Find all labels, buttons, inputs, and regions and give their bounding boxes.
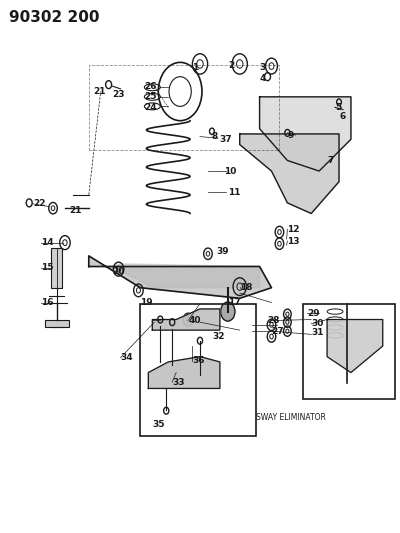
Text: 90302 200: 90302 200 — [9, 10, 100, 25]
Text: 40: 40 — [188, 316, 200, 325]
Bar — [51, 248, 62, 288]
Text: 3: 3 — [260, 63, 266, 72]
Polygon shape — [327, 319, 383, 373]
Text: 18: 18 — [240, 283, 252, 292]
Text: 27: 27 — [272, 327, 284, 336]
Text: 15: 15 — [41, 263, 54, 272]
Text: 24: 24 — [144, 103, 157, 112]
Text: 7: 7 — [327, 156, 334, 165]
Text: 31: 31 — [311, 328, 324, 337]
Polygon shape — [260, 97, 351, 171]
Text: 12: 12 — [287, 225, 300, 234]
Polygon shape — [148, 357, 220, 389]
Bar — [45, 319, 69, 327]
Text: 23: 23 — [113, 90, 125, 99]
Text: 21: 21 — [93, 87, 105, 96]
Text: 14: 14 — [41, 238, 54, 247]
Text: 16: 16 — [41, 298, 54, 307]
Text: 10: 10 — [224, 166, 236, 175]
Text: 1: 1 — [192, 63, 198, 72]
Text: 28: 28 — [268, 316, 280, 325]
Text: 34: 34 — [120, 353, 133, 362]
Text: 33: 33 — [172, 377, 185, 386]
Text: SWAY ELIMINATOR: SWAY ELIMINATOR — [256, 413, 326, 422]
Text: 30: 30 — [311, 319, 324, 328]
Text: 8: 8 — [212, 132, 218, 141]
Text: 26: 26 — [144, 82, 157, 91]
Text: 39: 39 — [216, 247, 228, 256]
Polygon shape — [152, 309, 220, 330]
Text: 2: 2 — [228, 61, 234, 69]
Text: 37: 37 — [220, 135, 232, 144]
Text: 5: 5 — [335, 103, 341, 112]
Text: 22: 22 — [33, 199, 46, 208]
Text: 17: 17 — [228, 298, 240, 307]
Text: 21: 21 — [69, 206, 82, 215]
Text: 11: 11 — [228, 188, 240, 197]
Text: 36: 36 — [192, 357, 204, 366]
Polygon shape — [89, 256, 272, 298]
Text: 25: 25 — [144, 92, 157, 101]
Polygon shape — [240, 134, 339, 214]
Text: 35: 35 — [152, 420, 165, 429]
Polygon shape — [113, 264, 260, 288]
Circle shape — [221, 302, 235, 321]
Text: 4: 4 — [260, 74, 266, 83]
Bar — [303, 304, 395, 399]
Text: 19: 19 — [140, 298, 153, 307]
Bar — [140, 304, 256, 436]
Text: 6: 6 — [339, 112, 345, 122]
Text: 29: 29 — [307, 309, 320, 318]
Text: 13: 13 — [287, 237, 300, 246]
Text: 32: 32 — [212, 332, 224, 341]
Text: 20: 20 — [113, 268, 125, 276]
Text: 9: 9 — [287, 131, 294, 140]
